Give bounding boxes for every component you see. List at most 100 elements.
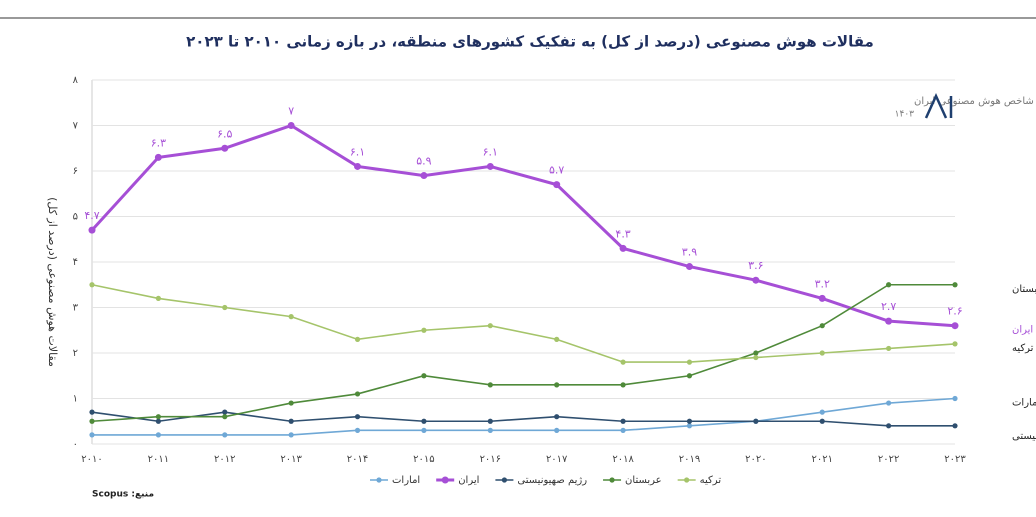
data-label: ۴.۷ (84, 209, 99, 222)
data-point (819, 350, 825, 356)
data-label: ۴.۳ (615, 227, 630, 240)
x-tick-label: ۲۰۱۸ (612, 454, 634, 465)
data-point (554, 414, 560, 420)
data-point (354, 162, 362, 170)
x-tick-label: ۲۰۲۳ (944, 454, 966, 465)
data-point (154, 153, 162, 161)
data-point (89, 282, 95, 288)
data-point (818, 294, 826, 302)
x-tick-label: ۲۰۱۰ (81, 454, 102, 465)
data-point (420, 172, 428, 180)
x-tick-label: ۲۰۱۱ (148, 454, 169, 465)
data-label: ۳.۹ (682, 246, 697, 259)
y-tick-label: ۰ (73, 439, 78, 450)
x-tick-label: ۲۰۱۲ (214, 454, 235, 465)
data-point (620, 359, 626, 365)
series-line (90, 123, 956, 328)
source: منبع: Scopus (92, 490, 154, 500)
series-line (91, 411, 955, 427)
series-line (92, 397, 956, 436)
legend-marker (441, 476, 449, 484)
x-tick-label: ۲۰۱۴ (347, 454, 368, 465)
data-label: ۳.۶ (748, 259, 763, 272)
data-point (554, 336, 560, 342)
data-label: ۶.۱ (350, 145, 365, 158)
data-point (753, 354, 759, 361)
data-point (89, 418, 95, 424)
logo (924, 92, 953, 119)
data-point (354, 427, 361, 433)
data-point (753, 350, 759, 356)
data-point (886, 345, 892, 352)
chart-title: مقالات هوش مصنوعی (درصد از کل) به تفکیک … (186, 33, 874, 51)
data-point (88, 226, 96, 234)
series-line (91, 283, 955, 423)
data-point (421, 427, 427, 433)
x-tick-label: ۲۰۱۶ (480, 454, 501, 465)
x-tick-label: ۲۰۱۷ (546, 454, 568, 465)
data-point (819, 418, 825, 424)
y-tick-label: ۷ (73, 121, 79, 132)
series-end-label: ترکیه (1012, 343, 1034, 354)
data-label: ۶.۵ (217, 127, 232, 140)
data-point (952, 341, 958, 347)
y-tick-label: ۴ (73, 257, 78, 268)
data-point (288, 314, 294, 320)
data-point (222, 304, 228, 311)
data-point (685, 263, 693, 271)
x-tick-label: ۲۰۲۲ (878, 454, 899, 465)
legend-marker (609, 477, 615, 483)
data-point (354, 336, 361, 342)
data-label: ۲.۷ (881, 300, 896, 313)
data-point (554, 382, 560, 388)
data-point (288, 432, 294, 438)
data-point (89, 409, 95, 415)
x-tick-label: ۲۰۱۹ (679, 454, 700, 465)
legend: امارات ایران رژیم صهیونیستی عربستان ترکیه (370, 475, 721, 486)
data-point (487, 323, 493, 329)
data-point (354, 414, 361, 420)
data-point (686, 418, 693, 424)
data-point (487, 418, 493, 424)
legend-label: رژیم صهیونیستی (517, 475, 587, 486)
data-point (354, 391, 361, 397)
data-point (886, 400, 892, 406)
data-point (885, 317, 893, 325)
data-point (819, 323, 825, 329)
data-point (288, 418, 294, 424)
legend-marker (684, 477, 690, 483)
data-point (222, 414, 228, 420)
data-point (222, 432, 228, 438)
series-end-label: عربستان (1012, 284, 1036, 295)
x-tick-label: ۲۰۲۱ (811, 454, 832, 465)
data-point (421, 373, 427, 379)
y-axis-label: مقالات هوش مصنوعی (درصد از کل) (46, 197, 59, 367)
series-end-label: ایران (1012, 325, 1033, 336)
data-point (620, 418, 626, 424)
data-point (486, 162, 494, 170)
x-tick-label: ۲۰۱۵ (413, 454, 434, 465)
y-tick-label: ۵ (73, 212, 78, 223)
data-point (487, 382, 493, 388)
data-point (752, 276, 760, 284)
data-point (886, 423, 892, 429)
data-point (753, 418, 759, 424)
y-tick-label: ۱ (73, 394, 78, 405)
data-point (952, 395, 958, 402)
data-label: ۷ (288, 105, 294, 118)
y-tick-label: ۸ (73, 75, 79, 86)
y-tick-label: ۲ (73, 348, 78, 359)
data-point (686, 359, 693, 365)
data-point (155, 414, 161, 420)
data-point (686, 423, 693, 429)
data-point (487, 427, 493, 433)
data-point (620, 427, 626, 433)
data-point (886, 282, 892, 288)
data-point (287, 122, 295, 129)
data-point (155, 432, 161, 438)
legend-marker (376, 477, 382, 483)
data-label: ۵.۹ (416, 155, 431, 168)
data-point (554, 427, 560, 433)
series-end-label: امارات (1012, 398, 1036, 409)
